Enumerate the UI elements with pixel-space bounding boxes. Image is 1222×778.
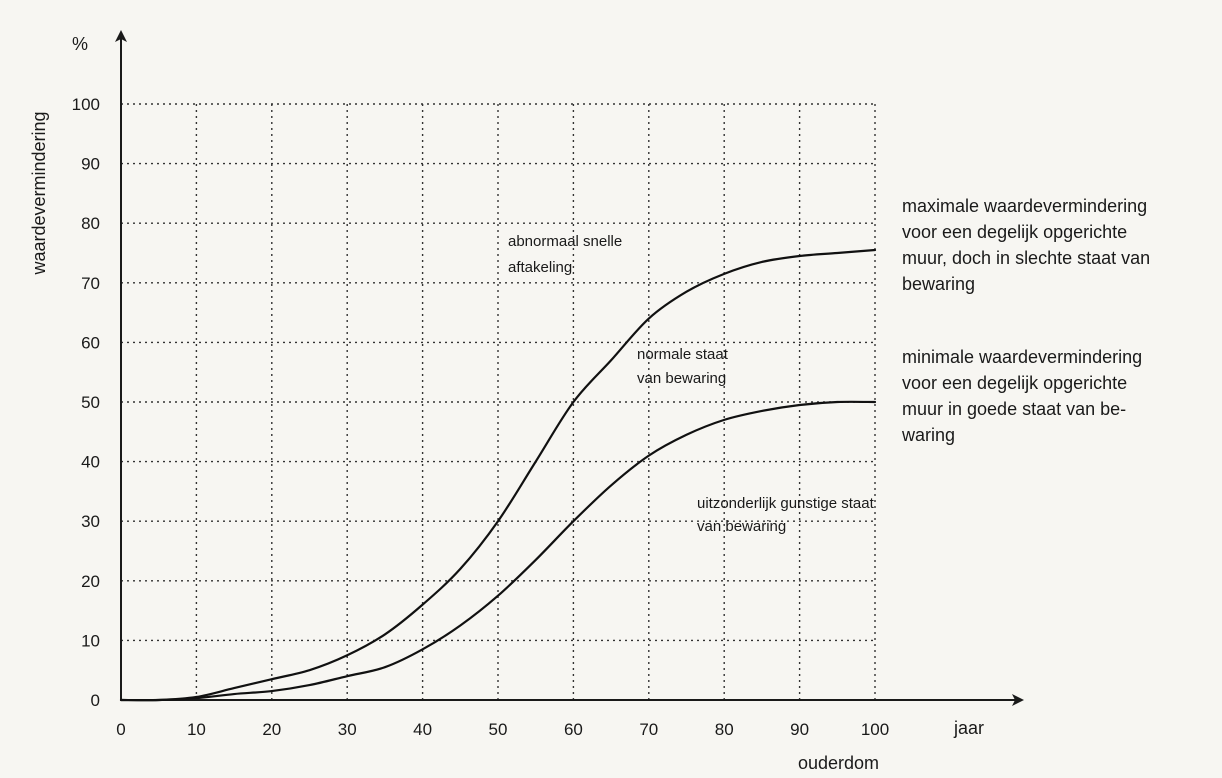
axes	[115, 30, 1024, 706]
exceptional-zone-label: uitzonderlijk gunstige staat	[697, 495, 875, 512]
maximum-note: voor een degelijk opgerichte	[902, 222, 1127, 242]
y-axis-title: waardevermindering	[29, 111, 49, 275]
normal-zone-label: normale staat	[637, 346, 729, 363]
y-unit-label: %	[72, 34, 88, 54]
minimum-note: waring	[901, 425, 955, 445]
y-tick-label: 40	[81, 453, 100, 472]
annotations: abnormaal snelle aftakeling normale staat v…	[508, 196, 1150, 535]
y-tick-label: 50	[81, 393, 100, 412]
minimum-note: muur in goede staat van be-	[902, 399, 1126, 419]
y-tick-label: 10	[81, 631, 100, 650]
x-unit-label: jaar	[953, 718, 984, 738]
y-tick-label: 30	[81, 512, 100, 531]
y-tick-label: 100	[72, 95, 100, 114]
x-tick-label: 70	[639, 720, 658, 739]
x-tick-label: 10	[187, 720, 206, 739]
abnormal-zone-label: abnormaal snelle	[508, 233, 622, 250]
series	[119, 248, 877, 702]
x-tick-label: 50	[489, 720, 508, 739]
y-tick-label: 70	[81, 274, 100, 293]
exceptional-zone-label: van bewaring	[697, 518, 786, 535]
y-tick-label: 20	[81, 572, 100, 591]
x-tick-label: 0	[116, 720, 125, 739]
x-tick-label: 20	[262, 720, 281, 739]
maximum-depreciation-curve	[119, 248, 877, 702]
maximum-note: maximale waardevermindering	[902, 196, 1147, 216]
minimum-note: voor een degelijk opgerichte	[902, 373, 1127, 393]
x-tick-label: 80	[715, 720, 734, 739]
minimum-depreciation-curve	[119, 400, 877, 702]
x-tick-label: 90	[790, 720, 809, 739]
y-tick-label: 80	[81, 214, 100, 233]
maximum-note: muur, doch in slechte staat van	[902, 248, 1150, 268]
grid	[121, 103, 876, 700]
x-tick-label: 100	[861, 720, 889, 739]
tick-labels: 0 10 20 30 40 50 60 70 80 90 100 0 10 20 30 40 50 60 70 80 9…	[72, 95, 890, 739]
x-axis-title: ouderdom	[798, 753, 879, 773]
x-tick-label: 60	[564, 720, 583, 739]
y-tick-label: 0	[91, 691, 100, 710]
normal-zone-label: van bewaring	[637, 370, 726, 387]
x-tick-label: 40	[413, 720, 432, 739]
abnormal-zone-label: aftakeling	[508, 259, 572, 276]
x-tick-label: 30	[338, 720, 357, 739]
minimum-note: minimale waardevermindering	[902, 347, 1142, 367]
y-tick-label: 90	[81, 155, 100, 174]
y-tick-label: 60	[81, 333, 100, 352]
maximum-note: bewaring	[902, 274, 975, 294]
